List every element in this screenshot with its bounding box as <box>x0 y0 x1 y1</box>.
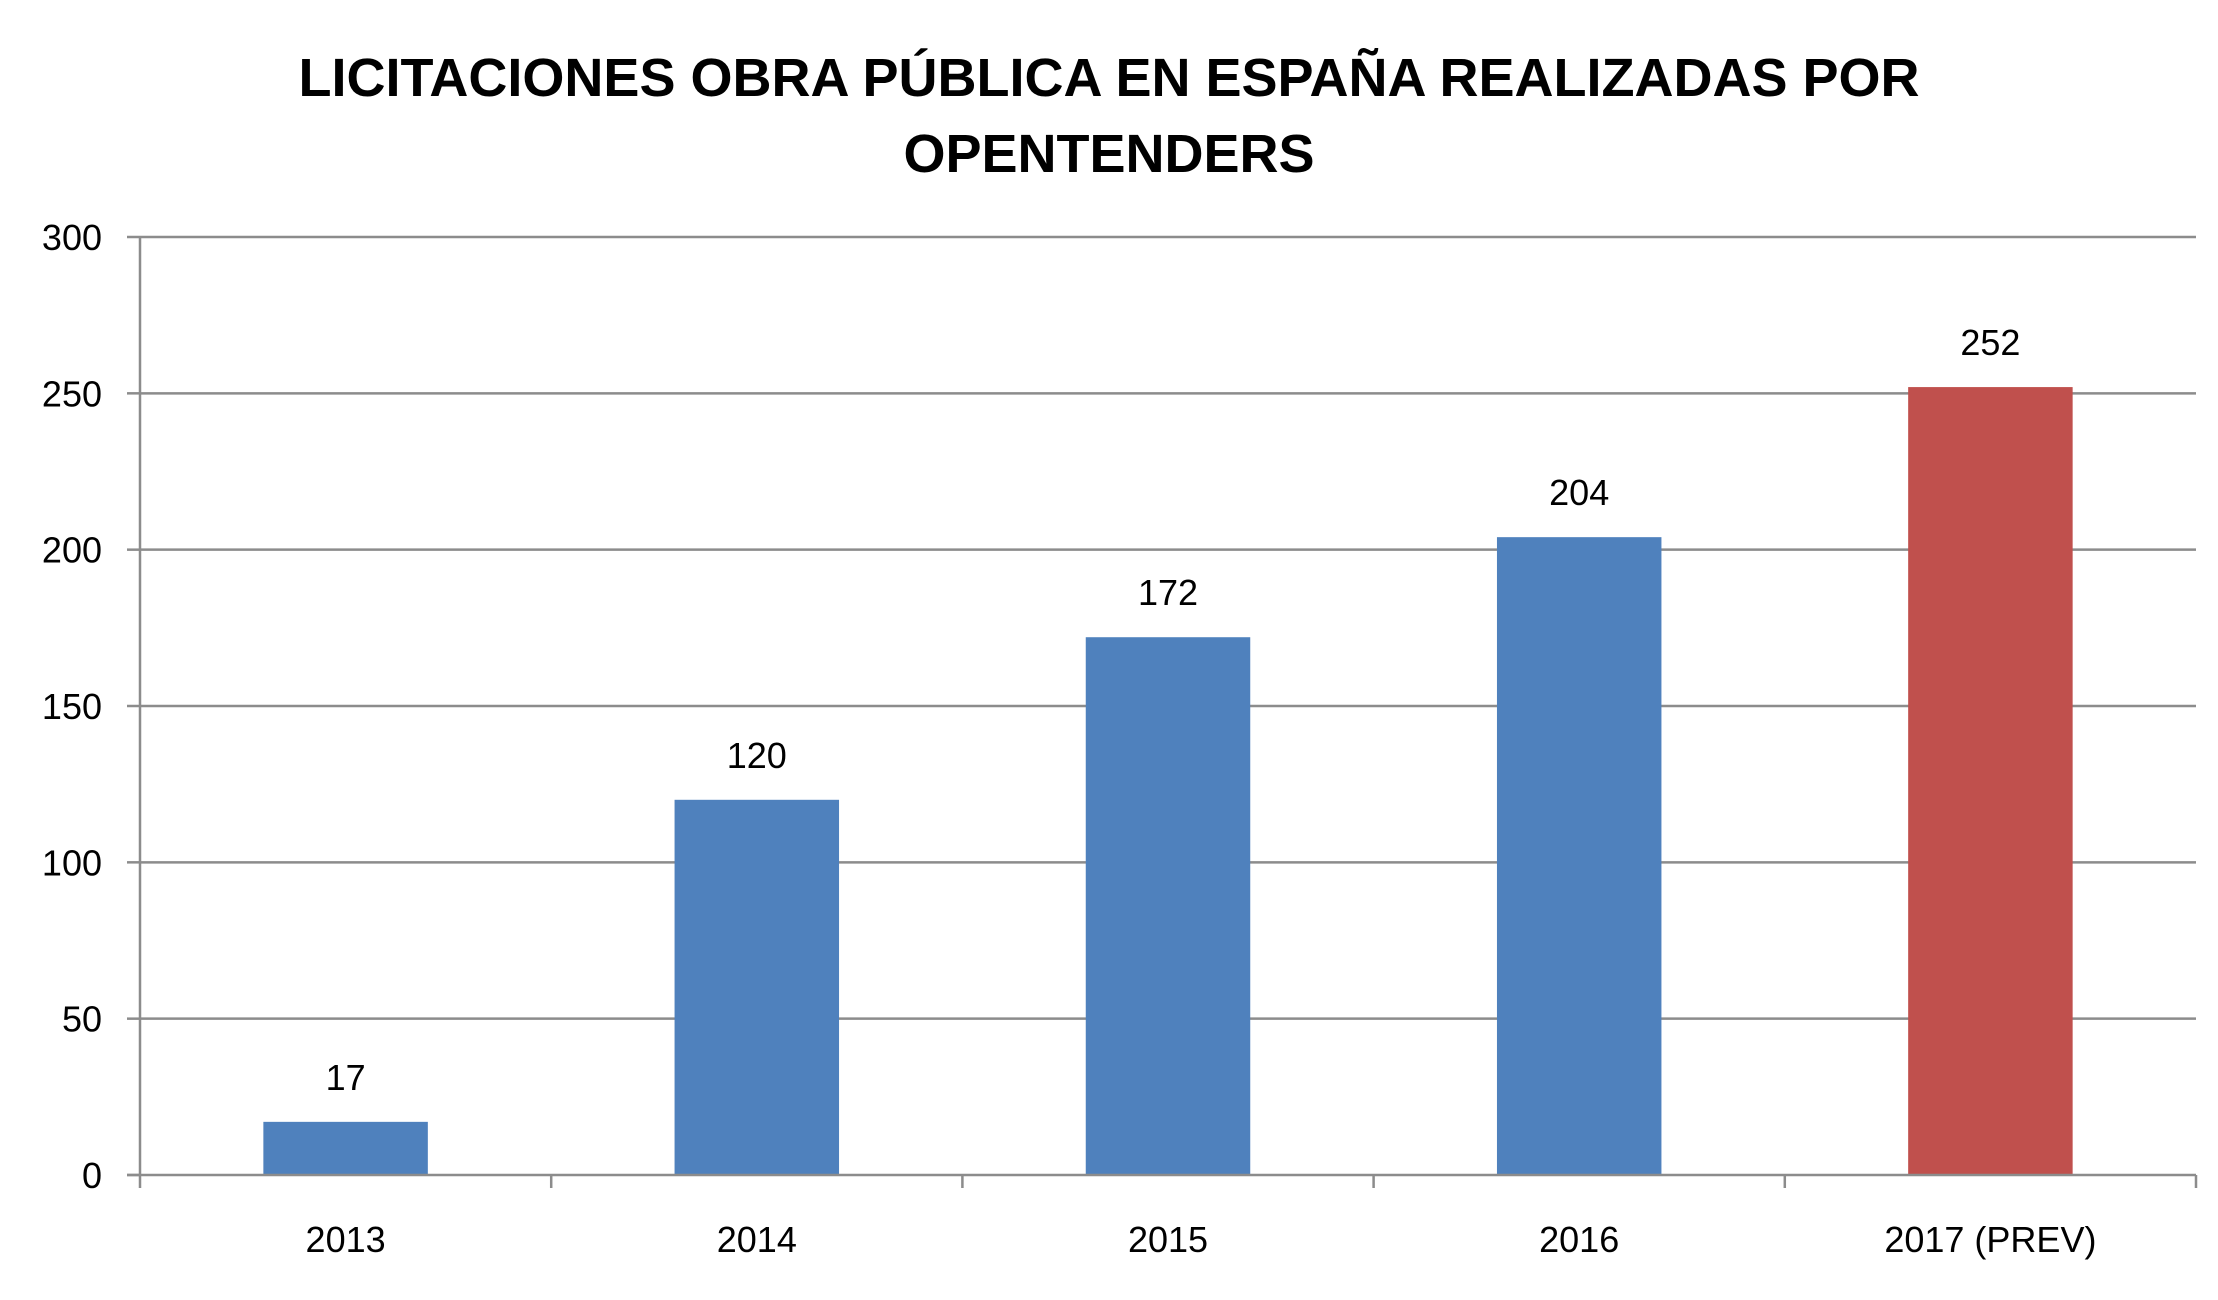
data-label: 17 <box>326 1057 366 1098</box>
bars <box>263 387 2073 1176</box>
chart-title-line-1: LICITACIONES OBRA PÚBLICA EN ESPAÑA REAL… <box>298 48 1920 108</box>
data-label: 252 <box>1960 322 2020 363</box>
bar-2013 <box>263 1121 428 1175</box>
bar-2014 <box>674 799 840 1175</box>
y-tick-label: 150 <box>42 686 102 727</box>
x-category-label: 2016 <box>1539 1219 1619 1260</box>
data-label: 204 <box>1549 472 1609 513</box>
y-tick-label: 100 <box>42 842 102 883</box>
x-category-label: 2013 <box>306 1219 386 1260</box>
data-label: 172 <box>1138 572 1198 613</box>
x-category-label: 2014 <box>717 1219 797 1260</box>
labels: 0 50 100 150 200 250 300 17 2013 120 2014 172 2015 20… <box>42 217 2097 1260</box>
data-label: 120 <box>727 735 787 776</box>
y-tick-label: 200 <box>42 530 102 571</box>
chart-title: LICITACIONES OBRA PÚBLICA EN ESPAÑA REAL… <box>0 40 2218 192</box>
axes <box>127 235 2198 1188</box>
bar-2015 <box>1085 637 1251 1175</box>
bar-2017-prev <box>1908 387 2073 1176</box>
x-category-label: 2017 (PREV) <box>1884 1219 2096 1260</box>
y-tick-label: 300 <box>42 217 102 258</box>
y-tick-label: 0 <box>82 1155 102 1196</box>
y-tick-label: 250 <box>42 373 102 414</box>
bar-2016 <box>1496 537 1662 1175</box>
chart-title-line-2: OPENTENDERS <box>903 124 1315 184</box>
x-category-label: 2015 <box>1128 1219 1208 1260</box>
y-tick-label: 50 <box>62 999 102 1040</box>
